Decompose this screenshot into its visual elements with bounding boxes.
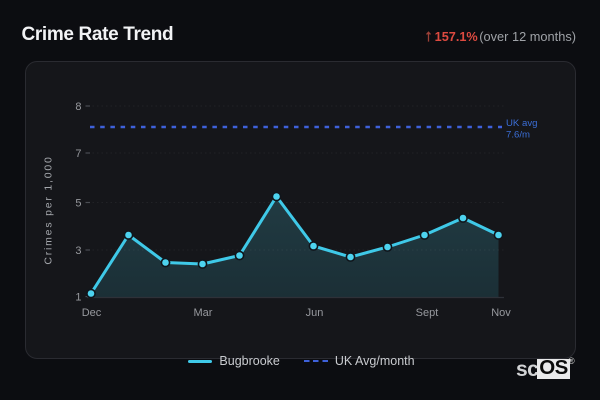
svg-text:Dec: Dec bbox=[82, 307, 102, 319]
svg-text:5: 5 bbox=[75, 198, 81, 210]
svg-text:3: 3 bbox=[75, 245, 81, 257]
svg-text:Mar: Mar bbox=[194, 307, 213, 319]
svg-text:1: 1 bbox=[75, 292, 81, 304]
svg-text:Crimes per 1,000: Crimes per 1,000 bbox=[43, 155, 55, 264]
svg-text:7: 7 bbox=[75, 148, 81, 160]
svg-text:UK avg: UK avg bbox=[506, 118, 537, 129]
svg-text:Nov: Nov bbox=[491, 307, 511, 319]
svg-text:Sept: Sept bbox=[416, 307, 439, 319]
svg-text:Jun: Jun bbox=[306, 307, 324, 319]
svg-text:7.6/m: 7.6/m bbox=[506, 130, 530, 141]
svg-text:8: 8 bbox=[75, 101, 81, 113]
